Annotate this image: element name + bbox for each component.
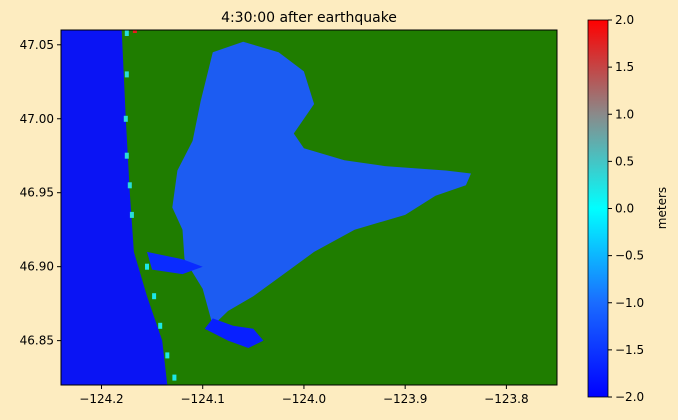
south-bay (204, 318, 264, 348)
colorbar-tick-label: −2.0 (615, 390, 644, 404)
y-tick-label: 46.90 (20, 260, 54, 274)
map-plot (61, 30, 557, 385)
coastal-marks (123, 30, 177, 381)
red-spot-point (132, 30, 137, 33)
colorbar-tick-label: 2.0 (615, 13, 634, 27)
y-tick-label: 47.00 (20, 112, 54, 126)
colorbar-tick-label: 0.0 (615, 202, 634, 216)
grays-harbor-main (172, 41, 472, 326)
y-tick-label: 47.05 (20, 38, 54, 52)
x-axis: −124.2 −124.1 −124.0 −123.9 −123.8 (79, 385, 529, 406)
north-beach-strip-point (123, 115, 128, 122)
water-regions (61, 30, 472, 385)
colorbar: −2.0 −1.5 −1.0 −0.5 0.0 0.5 1.0 1.5 2.0 meters (587, 13, 669, 404)
harbor-entrance (147, 251, 203, 275)
x-tick-label: −124.1 (181, 392, 225, 406)
chart-title: 4:30:00 after earthquake (221, 10, 397, 26)
x-tick-label: −124.0 (282, 392, 326, 406)
colorbar-tick-label: −1.0 (615, 296, 644, 310)
colorbar-tick-label: −1.5 (615, 343, 644, 357)
colorbar-ticks: −2.0 −1.5 −1.0 −0.5 0.0 0.5 1.0 1.5 2.0 (608, 13, 644, 404)
colorbar-label: meters (655, 187, 669, 229)
south-beach-strip-point (165, 352, 170, 359)
north-beach-strip-point (129, 211, 134, 218)
plot-frame (60, 29, 558, 386)
y-tick-label: 46.85 (20, 334, 54, 348)
south-beach-strip-point (172, 374, 177, 381)
north-beach-strip-point (124, 30, 129, 36)
x-tick-label: −124.2 (79, 392, 123, 406)
y-tick-label: 46.95 (20, 186, 54, 200)
south-beach-strip-point (158, 322, 163, 329)
north-beach-strip-point (124, 71, 129, 78)
north-beach-strip-point (124, 152, 129, 159)
south-beach-strip-point (152, 293, 157, 300)
colorbar-tick-label: 0.5 (615, 154, 634, 168)
pacific-ocean (61, 30, 168, 385)
colorbar-tick-label: 1.5 (615, 60, 634, 74)
north-beach-strip-point (127, 182, 132, 189)
y-axis: 46.85 46.90 46.95 47.00 47.05 (20, 38, 61, 348)
x-tick-label: −123.8 (484, 392, 528, 406)
x-tick-label: −123.9 (383, 392, 427, 406)
south-beach-strip-point (145, 263, 149, 270)
colorbar-bar (587, 19, 609, 398)
colorbar-tick-label: 1.0 (615, 107, 634, 121)
colorbar-tick-label: −0.5 (615, 249, 644, 263)
